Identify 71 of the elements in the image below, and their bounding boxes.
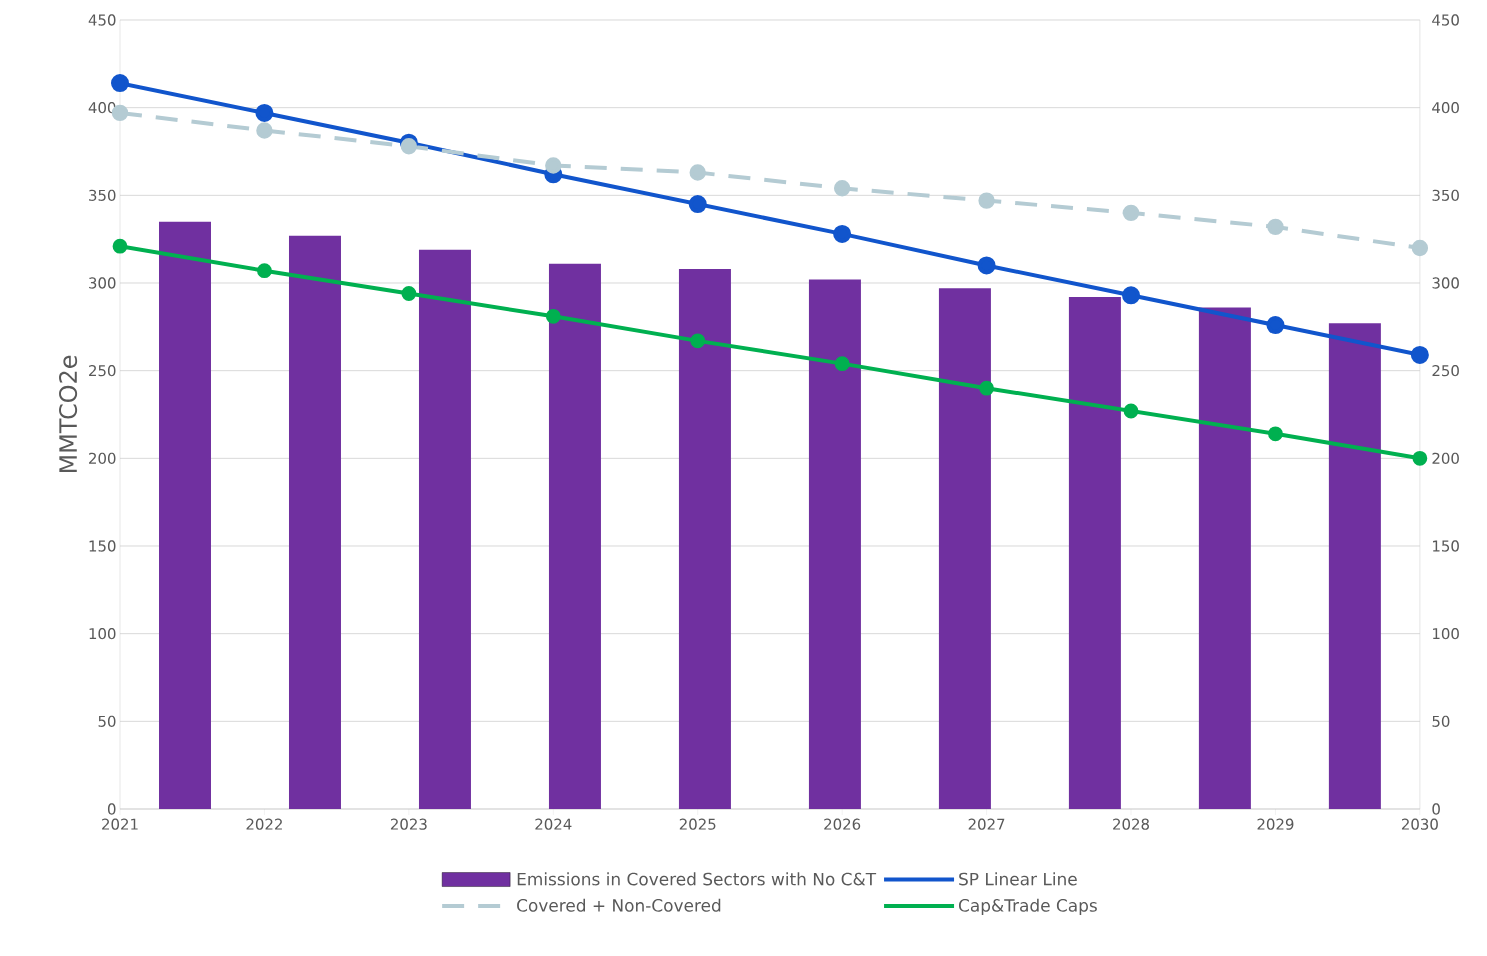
point — [833, 224, 852, 243]
x-tick-label: 2030 — [1401, 818, 1438, 830]
point — [1410, 345, 1429, 364]
bar — [418, 249, 471, 809]
legend-label: Covered + Non-Covered — [517, 898, 721, 912]
y2-tick-label: 0 — [1432, 803, 1440, 815]
x-tick-label: 2028 — [1113, 818, 1149, 830]
y-tick-label: 350 — [89, 189, 116, 201]
bar — [548, 263, 601, 809]
bar — [678, 268, 731, 809]
bar — [288, 235, 341, 809]
y-tick-label: 200 — [89, 452, 116, 464]
legend-label: Cap&Trade Caps — [959, 898, 1097, 916]
x-tick-label: 2026 — [824, 818, 861, 830]
point — [1268, 426, 1283, 442]
y2-tick-label: 50 — [1432, 715, 1450, 727]
x-tick-label: 2025 — [679, 818, 716, 830]
y-tick-label: 300 — [89, 277, 116, 289]
y-tick-label: 450 — [88, 14, 116, 26]
bar — [808, 279, 861, 809]
point — [833, 180, 851, 197]
y2-tick-label: 250 — [1432, 365, 1459, 377]
point — [1123, 403, 1139, 419]
point — [112, 238, 128, 254]
point — [401, 286, 417, 301]
y-tick-label: 0 — [107, 803, 116, 815]
point — [111, 74, 129, 93]
point — [1122, 204, 1140, 222]
legend-label: SP Linear Line — [959, 872, 1077, 886]
point — [834, 356, 850, 372]
bar — [1198, 307, 1251, 809]
point — [1412, 450, 1428, 466]
point — [1122, 286, 1141, 305]
point — [978, 192, 995, 209]
point — [257, 263, 272, 279]
point — [1411, 239, 1429, 257]
x-tick-label: 2023 — [390, 818, 427, 830]
y2-tick-label: 450 — [1432, 14, 1459, 26]
bar — [1328, 323, 1381, 809]
bar — [1068, 297, 1121, 809]
point — [979, 380, 994, 396]
x-tick-label: 2021 — [102, 818, 138, 830]
x-tick-label: 2022 — [246, 818, 282, 830]
x-tick-label: 2027 — [968, 818, 1005, 830]
legend-label: Emissions in Covered Sectors with No C&T — [517, 872, 877, 886]
point — [255, 103, 274, 122]
point — [1267, 218, 1284, 236]
x-tick-label: 2024 — [535, 818, 572, 830]
point — [545, 308, 561, 324]
y-tick-label: 250 — [89, 365, 116, 377]
point — [545, 157, 562, 174]
y-tick-label: 150 — [89, 540, 116, 552]
point — [1266, 316, 1285, 335]
point — [690, 333, 706, 349]
point — [977, 256, 996, 275]
point — [256, 122, 273, 139]
y2-tick-label: 150 — [1433, 540, 1459, 552]
x-tick-label: 2029 — [1257, 818, 1294, 830]
y2-tick-label: 100 — [1433, 628, 1459, 640]
bar — [159, 221, 211, 809]
point — [689, 164, 706, 181]
bar — [938, 288, 991, 809]
y-tick-label: 100 — [89, 628, 116, 640]
y2-tick-label: 400 — [1432, 102, 1459, 114]
y2-tick-label: 300 — [1432, 277, 1459, 289]
y-tick-label: 50 — [98, 715, 116, 727]
y2-tick-label: 350 — [1432, 189, 1459, 201]
y2-tick-label: 200 — [1432, 452, 1459, 464]
y-axis-title: MMTCO2e — [59, 355, 78, 473]
point — [688, 195, 707, 214]
point — [400, 138, 418, 155]
